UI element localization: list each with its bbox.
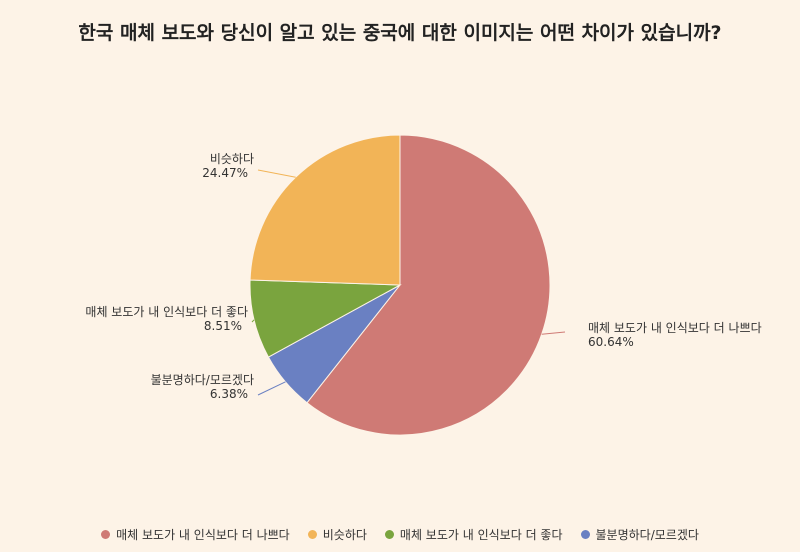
slice-label: 비슷하다	[210, 152, 254, 166]
leader-line	[541, 331, 566, 335]
leader-line	[257, 169, 296, 178]
legend-item: 매체 보도가 내 인식보다 더 나쁘다	[101, 526, 290, 543]
legend-item: 비슷하다	[307, 526, 367, 543]
legend-swatch	[101, 530, 111, 539]
legend-swatch	[384, 530, 394, 539]
leader-line	[257, 381, 286, 396]
legend: 매체 보도가 내 인식보다 더 나쁘다 비슷하다 매체 보도가 내 인식보다 더 좋…	[0, 526, 800, 543]
slice-value-label: 6.38%	[210, 387, 248, 401]
legend-swatch	[580, 530, 590, 539]
pie-slice	[249, 134, 401, 286]
pie-slice	[306, 134, 551, 436]
slice-value-label: 60.64%	[588, 335, 634, 349]
slice-value-label: 24.47%	[202, 166, 248, 180]
legend-label: 매체 보도가 내 인식보다 더 나쁘다	[116, 528, 290, 542]
slice-label: 매체 보도가 내 인식보다 더 좋다	[85, 305, 248, 319]
slice-label: 매체 보도가 내 인식보다 더 나쁘다	[588, 321, 762, 335]
legend-label: 비슷하다	[322, 528, 367, 542]
legend-item: 불분명하다/모르겠다	[580, 526, 699, 543]
slice-value-label: 8.51%	[204, 319, 242, 333]
chart-title: 한국 매체 보도와 당신이 알고 있는 중국에 대한 이미지는 어떤 차이가 있…	[78, 22, 722, 44]
legend-item: 매체 보도가 내 인식보다 더 좋다	[384, 526, 563, 543]
legend-label: 매체 보도가 내 인식보다 더 좋다	[399, 528, 563, 542]
legend-label: 불분명하다/모르겠다	[595, 528, 699, 542]
slice-label: 불분명하다/모르겠다	[151, 373, 254, 387]
legend-swatch	[307, 530, 317, 539]
leader-line	[251, 319, 255, 323]
